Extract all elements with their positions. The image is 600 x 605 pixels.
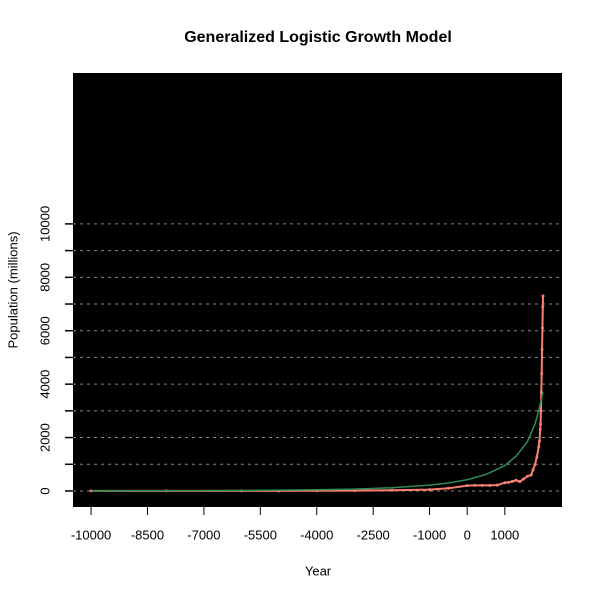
data-point bbox=[535, 455, 539, 459]
y-tick-label: 10000 bbox=[37, 206, 52, 242]
data-point bbox=[503, 481, 507, 485]
x-tick-label: -5500 bbox=[244, 527, 277, 542]
data-point bbox=[488, 483, 492, 487]
y-tick-label: 0 bbox=[37, 487, 52, 494]
data-point bbox=[514, 478, 518, 482]
data-point bbox=[518, 480, 522, 484]
x-tick-label: -8500 bbox=[131, 527, 164, 542]
data-point bbox=[465, 484, 469, 488]
y-tick-label: 4000 bbox=[37, 370, 52, 399]
data-point bbox=[510, 479, 514, 483]
y-axis-label: Population (millions) bbox=[5, 231, 20, 348]
series-line bbox=[91, 391, 544, 492]
x-tick-label: -7000 bbox=[187, 527, 220, 542]
x-tick-label: -10000 bbox=[71, 527, 111, 542]
x-tick-label: -4000 bbox=[300, 527, 333, 542]
data-point bbox=[473, 483, 477, 487]
y-tick-label: 2000 bbox=[37, 423, 52, 452]
data-point bbox=[480, 483, 484, 487]
data-point bbox=[522, 477, 526, 481]
data-point bbox=[539, 409, 543, 413]
data-point bbox=[495, 483, 499, 487]
x-axis-label: Year bbox=[305, 563, 332, 578]
data-point bbox=[531, 468, 535, 472]
data-point bbox=[537, 445, 541, 449]
data-point bbox=[428, 488, 432, 492]
series-line bbox=[91, 295, 545, 492]
x-tick-label: -2500 bbox=[357, 527, 390, 542]
data-point bbox=[541, 294, 545, 298]
data-point bbox=[529, 473, 533, 477]
y-tick-label: 6000 bbox=[37, 316, 52, 345]
data-point bbox=[537, 439, 541, 443]
x-tick-label: -1000 bbox=[413, 527, 446, 542]
data-point bbox=[538, 428, 542, 432]
data-point bbox=[540, 371, 544, 375]
data-point bbox=[541, 305, 545, 309]
data-point bbox=[539, 422, 543, 426]
data-point bbox=[533, 463, 537, 467]
x-tick-label: 0 bbox=[464, 527, 471, 542]
y-tick-label: 8000 bbox=[37, 263, 52, 292]
data-point bbox=[525, 474, 529, 478]
data-point bbox=[507, 480, 511, 484]
x-tick-label: 1000 bbox=[490, 527, 519, 542]
data-point bbox=[446, 486, 450, 490]
data-point bbox=[540, 347, 544, 351]
data-point bbox=[540, 326, 544, 330]
plot-area bbox=[73, 73, 562, 507]
chart-title: Generalized Logistic Growth Model bbox=[184, 29, 452, 46]
data-point bbox=[390, 488, 394, 492]
